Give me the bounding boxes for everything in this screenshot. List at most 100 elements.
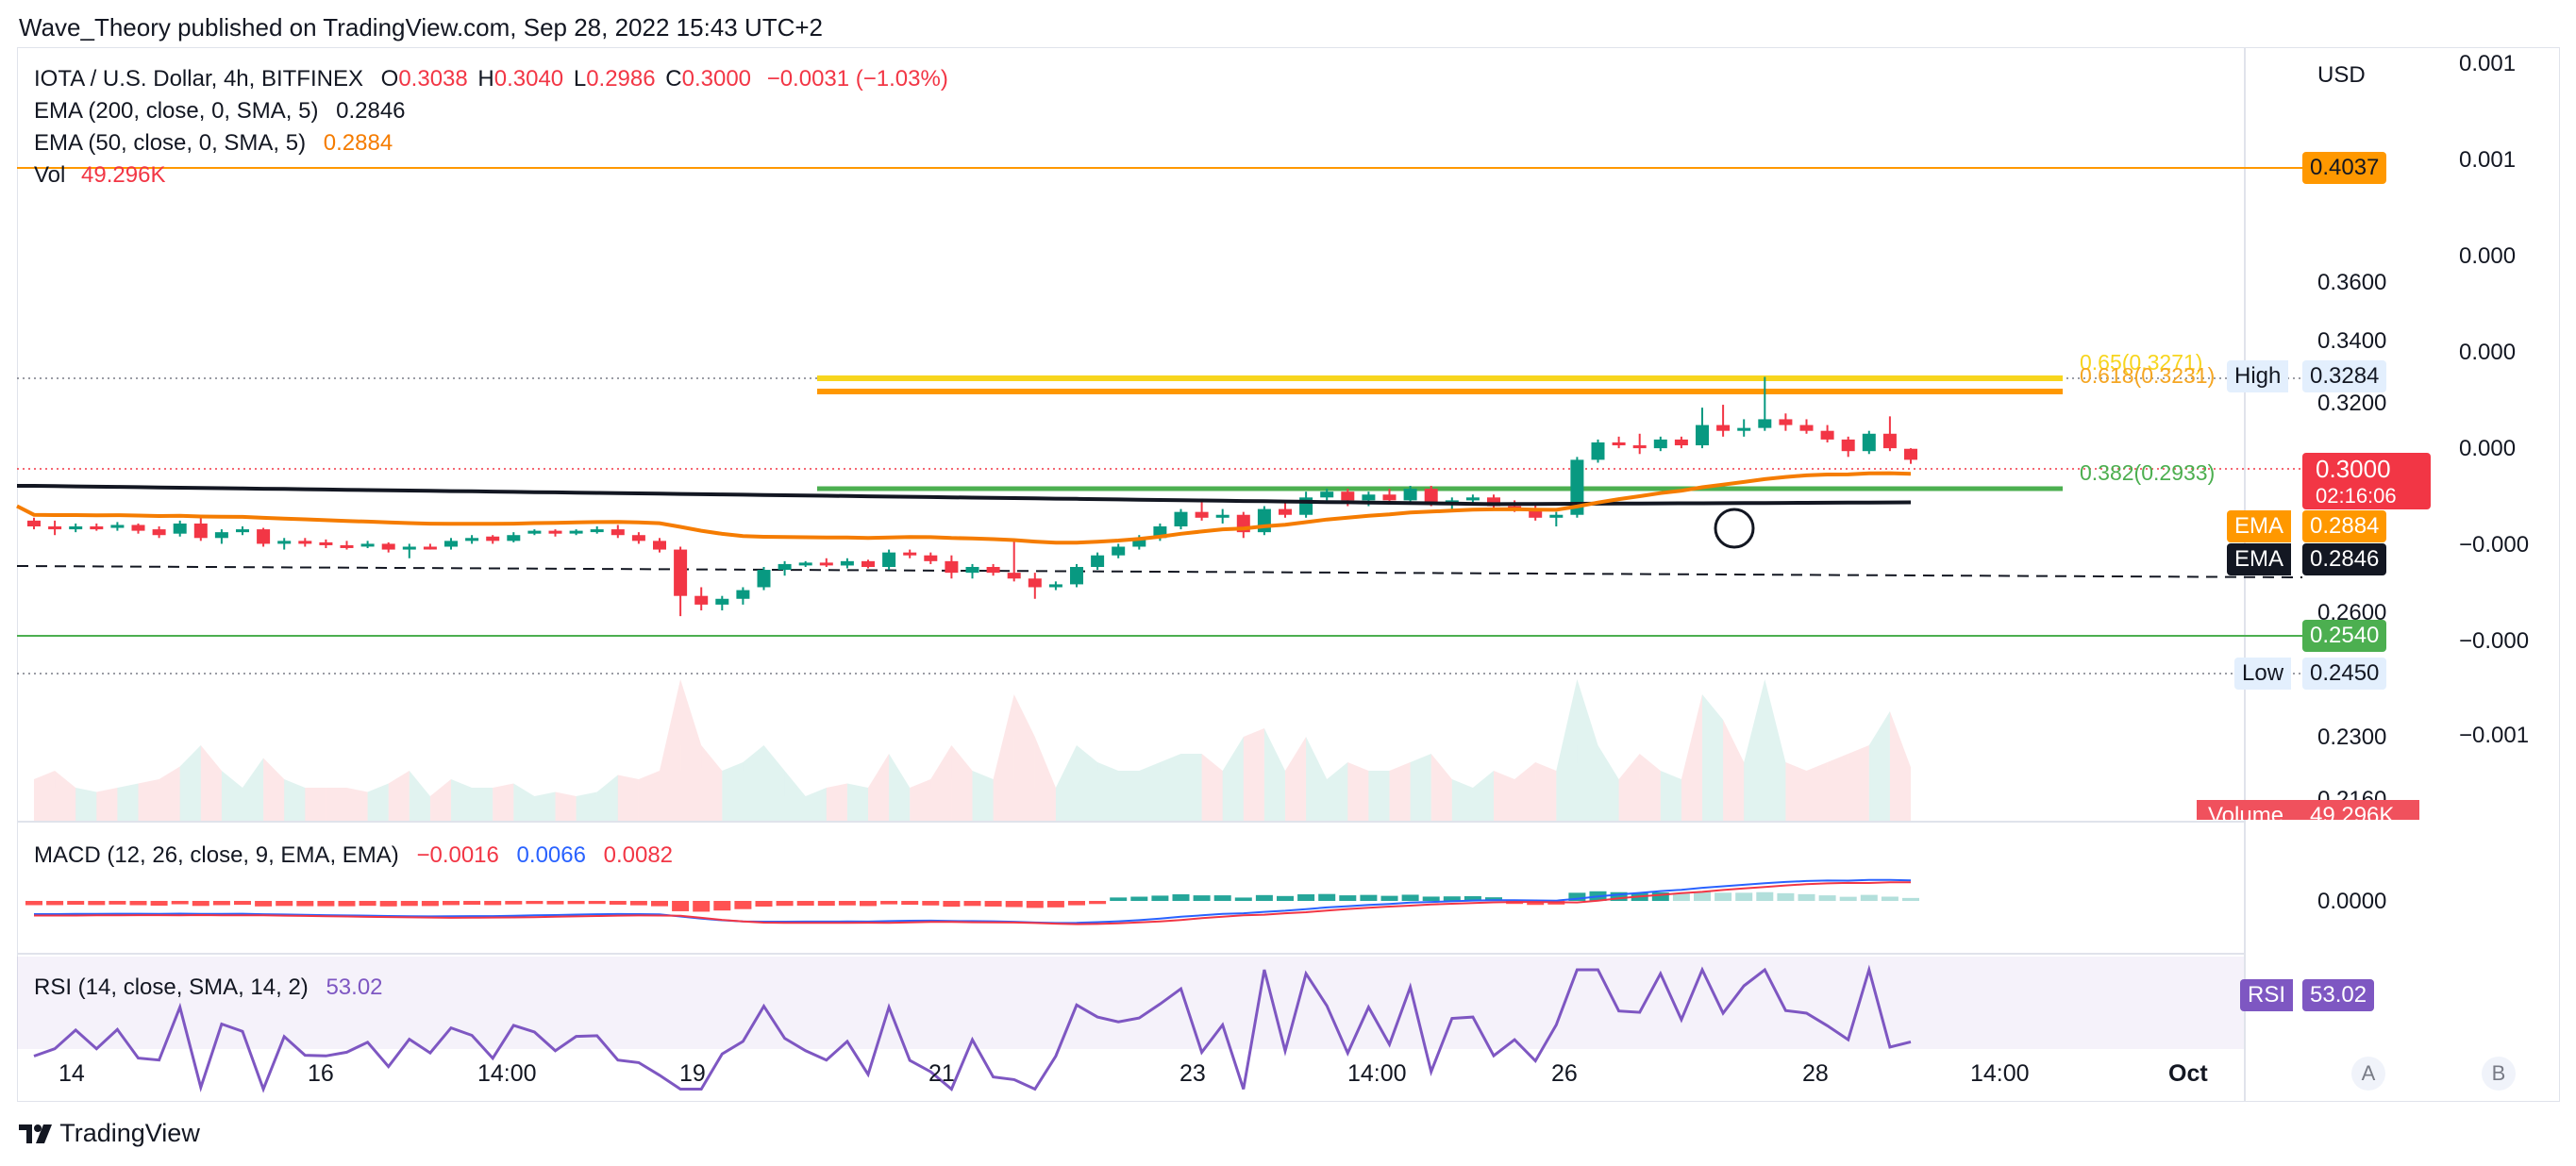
- volume-legend[interactable]: Vol 49.296K: [34, 162, 169, 189]
- macd-histogram-bar: [1068, 901, 1085, 906]
- macd-histogram-bar: [1464, 895, 1481, 901]
- candle-up: [1091, 555, 1105, 567]
- volume-area: [1285, 737, 1307, 821]
- macd-histogram-bar: [1610, 891, 1628, 901]
- macd-histogram-bar: [1089, 901, 1107, 905]
- volume-area: [388, 771, 410, 821]
- volume-area: [743, 745, 764, 821]
- volume-area: [701, 745, 723, 821]
- candle-down: [1487, 497, 1500, 507]
- candle-down: [257, 529, 271, 544]
- volume-area: [513, 783, 535, 821]
- macd-signal-line: [34, 881, 1911, 925]
- level-tag-top[interactable]: 0.4037: [2302, 152, 2387, 184]
- crossover-circle-marker: [1714, 508, 1755, 549]
- fib-0618-label: 0.618(0.3231): [2080, 363, 2216, 388]
- macd-histogram-bar: [1839, 896, 1857, 901]
- macd-histogram-bar: [1130, 896, 1148, 901]
- auto-scale-button[interactable]: A: [2351, 1057, 2385, 1091]
- volume-area: [1160, 754, 1181, 821]
- levels-layer: [16, 167, 2303, 675]
- macd-histogram-bar: [1401, 894, 1419, 901]
- candle-down: [1841, 439, 1855, 452]
- volume-area: [1306, 737, 1328, 821]
- volume-area: [972, 771, 994, 821]
- volume-area: [555, 791, 577, 821]
- macd-histogram-bar: [400, 901, 418, 907]
- fib-0382-label: 0.382(0.2933): [2080, 460, 2216, 485]
- ema50-label: EMA (50, close, 0, SMA, 5): [34, 130, 307, 156]
- candle-down: [319, 541, 333, 545]
- symbol-legend[interactable]: IOTA / U.S. Dollar, 4h, BITFINEX O0.3038…: [34, 66, 952, 92]
- volume-area: [846, 783, 868, 821]
- macd-histogram-bar: [1860, 894, 1878, 901]
- macd-layer: [25, 878, 1919, 925]
- log-scale-button[interactable]: B: [2482, 1057, 2516, 1091]
- candle-up: [277, 541, 292, 544]
- candle-down: [631, 535, 645, 541]
- last-price-tag[interactable]: 0.3000 02:16:06: [2302, 453, 2431, 509]
- ema200-legend[interactable]: EMA (200, close, 0, SMA, 5) 0.2846: [34, 98, 410, 125]
- high-label: H: [477, 66, 494, 92]
- macd-label: MACD (12, 26, close, 9, EMA, EMA): [34, 842, 399, 868]
- candle-up: [444, 541, 458, 547]
- candle-up: [110, 525, 125, 528]
- candle-down: [548, 530, 562, 534]
- level-tag-green[interactable]: 0.2540: [2302, 620, 2387, 652]
- macd-histogram-bar: [1568, 892, 1586, 901]
- volume-area: [722, 762, 744, 821]
- volume-tag: Volume 49.296K: [2197, 800, 2423, 820]
- candle-down: [298, 541, 312, 544]
- macd-histogram-bar: [1213, 895, 1231, 901]
- volume-area: [1723, 720, 1745, 821]
- macd-hist-value: −0.0016: [416, 842, 499, 868]
- time-tick: 14:00: [477, 1060, 537, 1087]
- volume-area: [1097, 762, 1119, 821]
- rsi-legend[interactable]: RSI (14, close, SMA, 14, 2) 53.02: [34, 974, 387, 1001]
- ema50-legend[interactable]: EMA (50, close, 0, SMA, 5) 0.2884: [34, 130, 396, 157]
- macd-histogram-bar: [379, 901, 397, 907]
- time-tick: 19: [679, 1060, 706, 1087]
- macd-histogram-bar: [734, 901, 752, 909]
- macd-histogram-bar: [192, 901, 209, 907]
- candle-up: [1591, 441, 1605, 460]
- volume-area: [1639, 754, 1661, 821]
- macd-histogram-bar: [1881, 896, 1899, 901]
- volume-area: [1243, 728, 1264, 821]
- volume-area: [34, 771, 56, 821]
- ema200-label: EMA (200, close, 0, SMA, 5): [34, 98, 319, 124]
- macd-histogram-bar: [46, 901, 64, 906]
- candle-up: [236, 529, 249, 533]
- volume-area: [138, 779, 159, 821]
- volume-area: [451, 779, 473, 821]
- candle-up: [507, 535, 521, 541]
- volume-area: [326, 788, 347, 821]
- overlay-tick: 0.000: [2459, 436, 2517, 461]
- publisher-line: Wave_Theory published on TradingView.com…: [19, 13, 824, 42]
- macd-histogram-bar: [943, 901, 961, 908]
- volume-area: [763, 745, 785, 821]
- macd-histogram-bar: [526, 901, 544, 905]
- tradingview-logo[interactable]: TradingView: [19, 1119, 200, 1148]
- candle-down: [861, 560, 875, 567]
- macd-histogram-bar: [1818, 895, 1836, 901]
- volume-area: [1077, 745, 1098, 821]
- candle-up: [1465, 497, 1480, 501]
- macd-histogram-bar: [1715, 892, 1732, 901]
- macd-histogram-bar: [838, 901, 856, 906]
- candle-up: [1403, 489, 1417, 501]
- main-pane-frame: [17, 47, 2246, 823]
- low-label: L: [573, 66, 587, 92]
- candle-down: [1716, 425, 1731, 431]
- macd-legend[interactable]: MACD (12, 26, close, 9, EMA, EMA) −0.001…: [34, 842, 677, 869]
- candle-down: [90, 526, 104, 530]
- volume-area: [930, 745, 952, 821]
- volume-area: [1494, 771, 1515, 821]
- macd-histogram-bar: [880, 901, 898, 905]
- ema50-tag-value: 0.2884: [2302, 510, 2387, 542]
- candle-down: [340, 544, 354, 548]
- macd-histogram-bar: [25, 901, 42, 906]
- overlay-tick: −0.000: [2459, 532, 2530, 558]
- macd-histogram-bar: [1777, 892, 1795, 901]
